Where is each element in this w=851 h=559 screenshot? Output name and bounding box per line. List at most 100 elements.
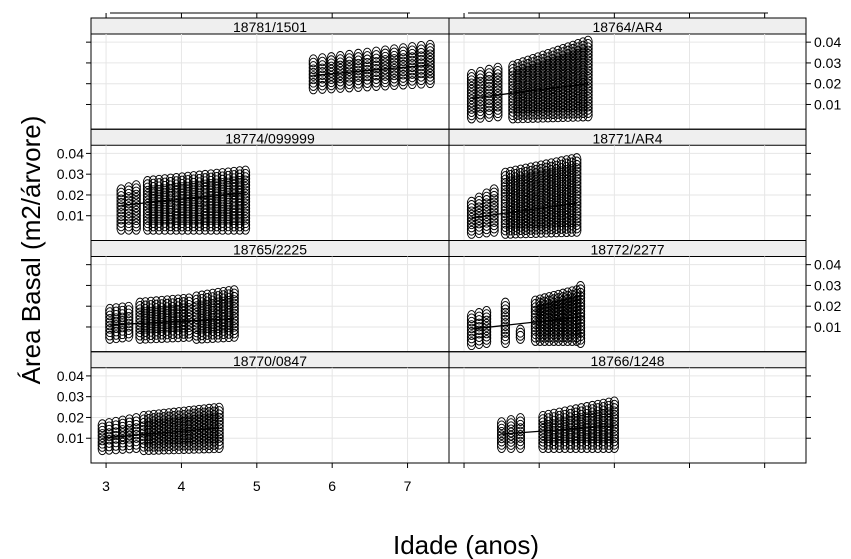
data-point (583, 58, 593, 72)
panel-7: 18766/1248 (448, 351, 807, 464)
data-point (208, 305, 218, 319)
data-point (526, 218, 536, 232)
data-point (398, 76, 408, 90)
data-point (380, 48, 390, 62)
data-point (154, 441, 164, 455)
data-point (149, 441, 159, 455)
data-point (582, 408, 592, 422)
data-point (212, 215, 222, 229)
data-point (142, 185, 153, 199)
data-point (183, 211, 193, 225)
data-point (184, 412, 194, 426)
data-point (533, 52, 543, 66)
data-point (573, 105, 583, 119)
data-point (563, 49, 573, 62)
data-point (206, 198, 216, 212)
data-point (162, 326, 172, 340)
data-point (179, 437, 189, 451)
data-point (240, 185, 251, 199)
data-point (179, 406, 189, 420)
data-point (214, 416, 224, 430)
data-point (500, 314, 511, 328)
data-point (217, 221, 228, 235)
data-point (212, 191, 222, 205)
data-point (380, 74, 390, 88)
data-point (565, 436, 576, 450)
data-point (576, 436, 587, 450)
data-point (167, 298, 178, 312)
data-point (543, 62, 553, 76)
data-point (515, 429, 526, 443)
data-point (548, 102, 558, 116)
data-point (548, 109, 558, 123)
data-point (148, 185, 158, 199)
data-point (561, 217, 572, 231)
data-point (362, 78, 372, 92)
data-point (481, 325, 492, 339)
data-point (560, 436, 570, 450)
data-point (546, 221, 556, 235)
x-tick-label: 7 (404, 478, 412, 494)
data-point (167, 305, 178, 319)
data-point (179, 410, 189, 423)
data-point (188, 218, 199, 232)
data-point (583, 39, 593, 52)
data-point (208, 330, 218, 343)
data-point (575, 335, 586, 348)
data-point (398, 73, 408, 87)
data-point (208, 323, 218, 337)
data-point (576, 419, 587, 433)
data-point (160, 187, 170, 201)
data-point (543, 99, 553, 113)
data-point (157, 312, 167, 326)
data-point (575, 308, 586, 321)
data-point (573, 52, 583, 66)
data-point (105, 310, 115, 324)
data-point (543, 106, 553, 120)
data-point (142, 189, 153, 202)
data-point (528, 63, 538, 77)
data-point (209, 436, 219, 450)
data-point (217, 198, 228, 212)
data-point (169, 441, 179, 455)
data-point (609, 396, 619, 410)
data-point (371, 78, 381, 91)
data-point (475, 83, 485, 97)
data-point (530, 305, 541, 319)
data-point (217, 218, 228, 232)
data-point (575, 291, 586, 305)
data-point (578, 98, 588, 112)
data-point (543, 440, 554, 453)
data-point (425, 55, 435, 69)
data-point (217, 204, 228, 218)
data-point (489, 204, 499, 217)
data-point (169, 437, 179, 451)
data-point (389, 54, 399, 68)
data-point (146, 300, 156, 314)
data-point (124, 440, 135, 454)
data-point (217, 168, 228, 181)
data-point (416, 75, 426, 89)
data-point (516, 218, 526, 232)
data-point (380, 64, 390, 78)
data-point (518, 60, 528, 74)
data-point (151, 320, 161, 333)
data-point (229, 301, 239, 315)
data-point (604, 436, 614, 450)
data-point (235, 208, 245, 222)
data-point (578, 94, 588, 108)
data-point (105, 320, 115, 334)
data-point (583, 101, 593, 115)
data-point (124, 322, 134, 335)
data-point (425, 65, 435, 79)
data-point (513, 62, 523, 76)
data-point (563, 108, 573, 122)
data-point (533, 99, 543, 113)
data-point (131, 202, 141, 216)
data-point (179, 420, 189, 434)
data-point (160, 201, 170, 215)
data-point (191, 330, 202, 344)
data-point (493, 69, 503, 83)
data-point (493, 75, 503, 89)
data-point (583, 98, 593, 112)
